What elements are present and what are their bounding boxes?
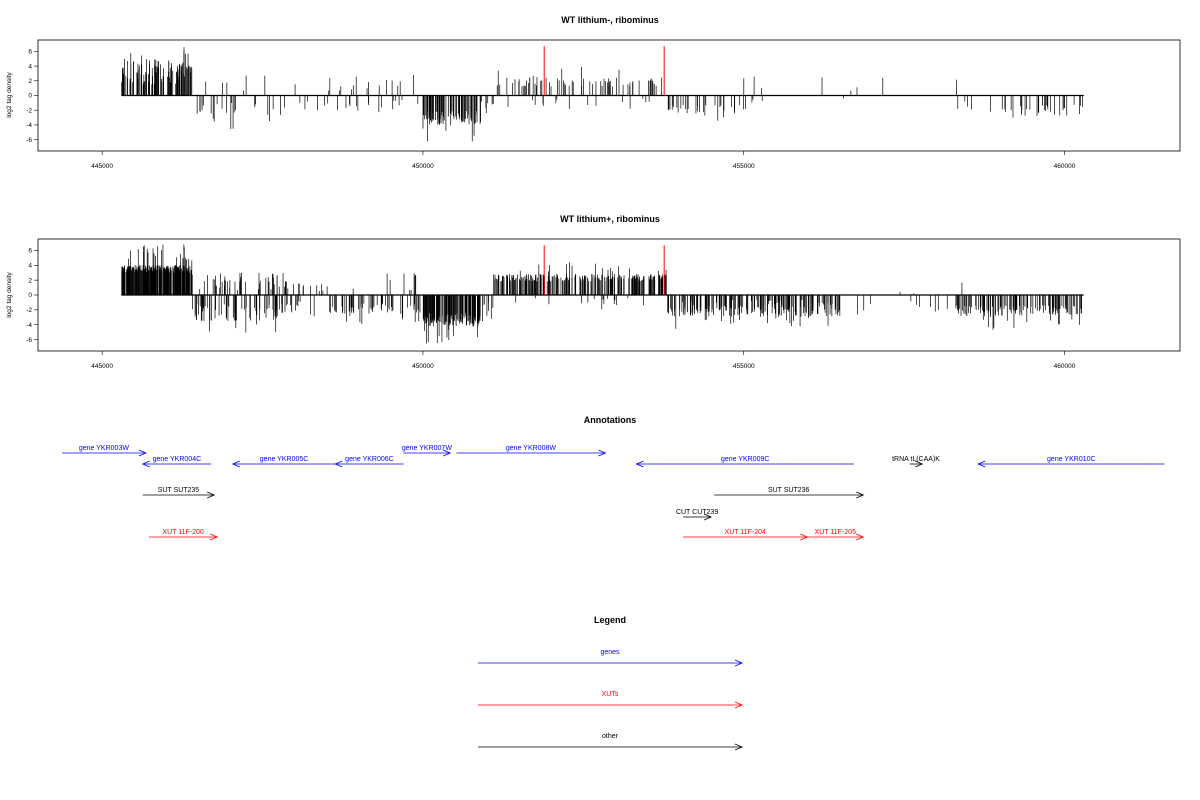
y-axis-label: log2 tag density bbox=[6, 71, 13, 117]
panel-title: WT lithium-, ribominus bbox=[561, 15, 659, 25]
feature-arrowhead bbox=[207, 491, 216, 499]
legend-arrowhead bbox=[734, 659, 744, 667]
legend-item: other bbox=[478, 733, 744, 751]
legend-item: genes bbox=[478, 649, 744, 667]
y-tick-label: 6 bbox=[28, 248, 32, 255]
feature-label: gene YKR007W bbox=[402, 445, 452, 452]
feature-arrowhead bbox=[977, 460, 986, 468]
marker-lines bbox=[543, 46, 665, 96]
feature-label: gene YKR006C bbox=[345, 456, 394, 463]
feature-label: gene YKR005C bbox=[260, 456, 309, 463]
annotation-feature: gene YKR009C bbox=[635, 456, 854, 468]
feature-arrowhead bbox=[635, 460, 644, 468]
feature-arrowhead bbox=[138, 449, 147, 457]
y-tick-label: -6 bbox=[26, 337, 32, 344]
y-axis: -6 -4 -2 0 2 4 6 bbox=[26, 248, 38, 344]
legend-label: other bbox=[602, 733, 619, 740]
annotation-feature: XUT 11F-204 bbox=[683, 529, 809, 541]
legend-label: genes bbox=[600, 649, 620, 656]
y-tick-label: -6 bbox=[26, 137, 32, 144]
x-tick-label: 450000 bbox=[412, 363, 434, 370]
annotation-feature: XUT 11F-205 bbox=[807, 529, 865, 541]
x-tick-label: 455000 bbox=[733, 363, 755, 370]
feature-label: tRNA tL(CAA)K bbox=[892, 456, 940, 463]
legend-title: Legend bbox=[594, 615, 626, 625]
feature-arrowhead bbox=[210, 533, 219, 541]
x-axis: 445000 450000 455000 460000 bbox=[91, 351, 1076, 370]
feature-label: gene YKR003W bbox=[79, 445, 129, 452]
annotation-feature: SUT SUT235 bbox=[142, 487, 216, 499]
y-axis-label: log2 tag density bbox=[6, 271, 13, 317]
annotation-feature: gene YKR005C bbox=[231, 456, 336, 468]
annotations-title: Annotations bbox=[584, 415, 637, 425]
x-tick-label: 460000 bbox=[1054, 163, 1076, 170]
feature-arrowhead bbox=[703, 513, 713, 521]
annotation-feature: gene YKR004C bbox=[141, 456, 212, 468]
feature-label: gene YKR004C bbox=[153, 456, 202, 463]
annotation-features: gene YKR003W gene YKR004C gene YKR005C gene… bbox=[62, 445, 1165, 541]
panel-title: WT lithium+, ribominus bbox=[560, 214, 660, 224]
feature-arrowhead bbox=[915, 460, 924, 468]
annotation-feature: gene YKR007W bbox=[402, 445, 452, 457]
feature-label: gene YKR010C bbox=[1047, 456, 1096, 463]
feature-arrowhead bbox=[443, 449, 452, 457]
annotation-feature: gene YKR008W bbox=[456, 445, 607, 457]
signal-bars bbox=[121, 244, 1082, 344]
annotation-feature: gene YKR010C bbox=[977, 456, 1165, 468]
annotation-feature: tRNA tL(CAA)K bbox=[892, 456, 940, 468]
y-tick-label: -2 bbox=[26, 107, 32, 114]
legend-items: genes XUTs other bbox=[478, 649, 744, 751]
y-tick-label: -2 bbox=[26, 307, 32, 314]
feature-arrowhead bbox=[141, 460, 150, 468]
feature-label: gene YKR008W bbox=[506, 445, 556, 452]
signal-bars bbox=[121, 47, 1083, 142]
feature-arrowhead bbox=[231, 460, 240, 468]
y-tick-label: 4 bbox=[28, 63, 32, 70]
y-tick-label: 2 bbox=[28, 78, 32, 85]
annotation-feature: gene YKR006C bbox=[334, 456, 404, 468]
annotation-feature: SUT SUT236 bbox=[714, 487, 865, 499]
x-tick-label: 460000 bbox=[1054, 363, 1076, 370]
y-tick-label: 6 bbox=[28, 49, 32, 56]
y-tick-label: 4 bbox=[28, 262, 32, 269]
feature-label: XUT 11F-200 bbox=[162, 529, 203, 536]
feature-label: XUT 11F-205 bbox=[815, 529, 856, 536]
legend-label: XUTs bbox=[602, 691, 619, 698]
feature-label: SUT SUT235 bbox=[158, 487, 200, 494]
y-tick-label: 2 bbox=[28, 277, 32, 284]
y-tick-label: -4 bbox=[26, 322, 32, 329]
feature-label: CUT CUT239 bbox=[676, 509, 718, 516]
x-axis: 445000 450000 455000 460000 bbox=[91, 151, 1076, 170]
annotation-feature: XUT 11F-200 bbox=[148, 529, 219, 541]
legend-panel: Legend genes XUTs other bbox=[478, 615, 744, 751]
x-tick-label: 445000 bbox=[91, 363, 113, 370]
legend-arrowhead bbox=[734, 743, 744, 751]
legend-arrowhead bbox=[734, 701, 744, 709]
annotation-feature: gene YKR003W bbox=[62, 445, 147, 457]
legend-item: XUTs bbox=[478, 691, 744, 709]
y-tick-label: 0 bbox=[28, 93, 32, 100]
track-panel-lithium-plus: WT lithium+, ribominus log2 tag density … bbox=[6, 214, 1181, 370]
y-tick-label: 0 bbox=[28, 292, 32, 299]
y-axis: -6 -4 -2 0 2 4 6 bbox=[26, 49, 38, 144]
feature-arrowhead bbox=[856, 533, 865, 541]
feature-label: XUT 11F-204 bbox=[725, 529, 766, 536]
y-tick-label: -4 bbox=[26, 122, 32, 129]
feature-arrowhead bbox=[598, 449, 607, 457]
annotation-feature: CUT CUT239 bbox=[676, 509, 718, 521]
feature-arrowhead bbox=[856, 491, 865, 499]
feature-label: SUT SUT236 bbox=[768, 487, 810, 494]
track-panel-lithium-minus: WT lithium-, ribominus log2 tag density … bbox=[6, 15, 1181, 170]
marker-lines bbox=[543, 245, 665, 295]
feature-label: gene YKR009C bbox=[721, 456, 770, 463]
x-tick-label: 445000 bbox=[91, 163, 113, 170]
feature-arrowhead bbox=[334, 460, 343, 468]
x-tick-label: 450000 bbox=[412, 163, 434, 170]
x-tick-label: 455000 bbox=[733, 163, 755, 170]
